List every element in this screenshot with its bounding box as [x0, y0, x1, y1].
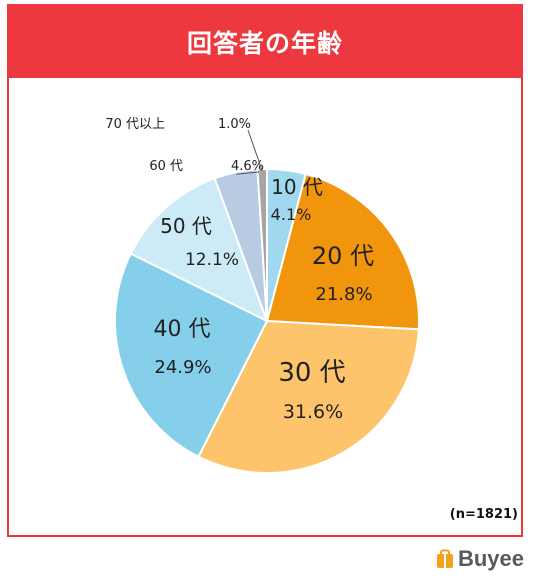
slice-percent: 4.6%: [231, 159, 264, 174]
brand-name: Buyee: [457, 546, 524, 571]
chart-title: 回答者の年齢: [186, 29, 343, 58]
slice-label: 40 代: [154, 317, 211, 342]
shopping-bag-icon: [436, 549, 453, 568]
slice-percent: 31.6%: [283, 401, 343, 423]
title-bar: 回答者の年齢: [9, 6, 521, 78]
pie-slice: [114, 252, 269, 459]
slice-label: 60 代: [149, 159, 183, 174]
pie-slice: [265, 172, 420, 331]
brand: Buyee: [435, 546, 524, 572]
slice-percent: 12.1%: [185, 250, 239, 270]
slice-label: 30 代: [278, 358, 345, 388]
leader-line: [247, 129, 263, 172]
pie-slice: [129, 177, 269, 324]
leader-line: [236, 171, 260, 175]
slice-label: 20 代: [312, 242, 374, 270]
slice-percent: 4.1%: [271, 205, 312, 224]
slice-percent: 21.8%: [315, 284, 372, 305]
pie-slice: [197, 319, 420, 474]
slice-label: 70 代以上: [105, 117, 165, 132]
slice-percent: 1.0%: [218, 117, 251, 132]
sample-size-note: (n=1821): [449, 507, 518, 522]
slice-label: 50 代: [160, 214, 212, 238]
slice-percent: 24.9%: [154, 357, 211, 378]
slice-label: 10 代: [271, 175, 323, 199]
pie-slice: [256, 167, 268, 322]
